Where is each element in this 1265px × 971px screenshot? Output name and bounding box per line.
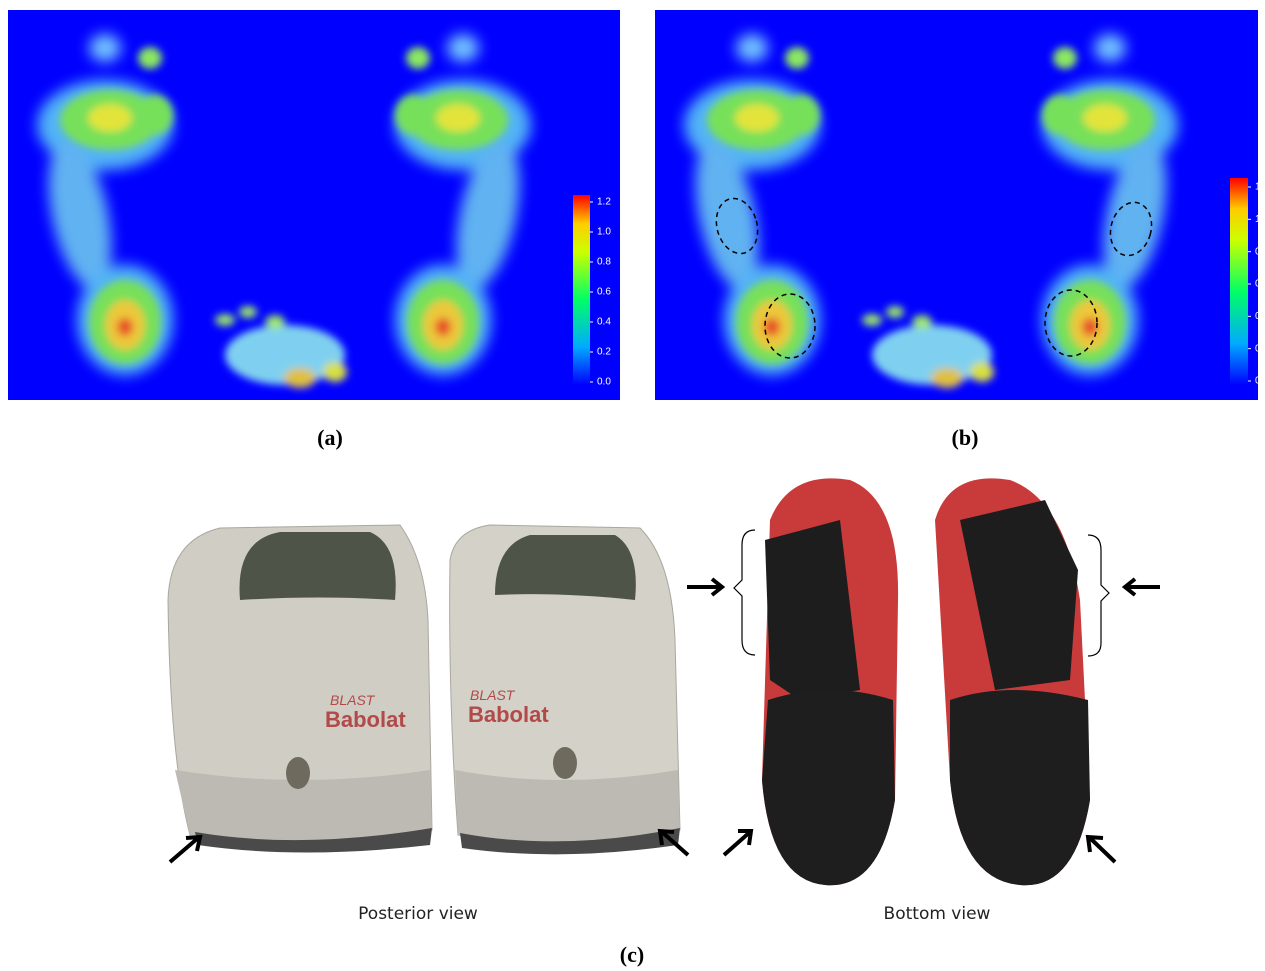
colorbar-label: 0.6	[1255, 279, 1265, 290]
colorbar	[573, 195, 590, 385]
view-label: Posterior view	[358, 904, 478, 924]
shoe-logo: BLAST	[330, 692, 376, 708]
colorbar-label: 1.2	[597, 197, 611, 208]
panel-a: 0.0 0.2 0.4 0.6 0.8 1.0 1.2	[8, 10, 620, 400]
colorbar-label: 0.4	[1255, 311, 1265, 322]
shoe-logo: Babolat	[325, 707, 406, 732]
brackets	[733, 529, 1110, 657]
panel-caption: (a)	[317, 425, 343, 450]
shoe-logo: Babolat	[468, 702, 549, 727]
colorbar-label: 0.2	[1255, 343, 1265, 354]
colorbar-label: 0.8	[1255, 246, 1265, 257]
panel-caption: (b)	[952, 425, 979, 450]
colorbar-label: 0.6	[597, 287, 611, 298]
bottom-photo	[762, 478, 1090, 886]
colorbar-label: 1.2	[1255, 182, 1265, 193]
highlight-circles	[715, 197, 1153, 359]
view-label: Bottom view	[884, 904, 991, 924]
colorbar-label: 0.8	[597, 257, 611, 268]
shoe-logo: BLAST	[470, 687, 516, 703]
arrows	[168, 577, 1160, 864]
colorbar-label: 0.4	[597, 317, 611, 328]
colorbar-label: 0.2	[597, 347, 611, 358]
colorbar-label: 1.0	[597, 227, 611, 238]
colorbar-label: 0.0	[597, 377, 611, 388]
colorbar	[1230, 178, 1248, 385]
posterior-photo: BLAST Babolat BLAST Babolat	[167, 524, 681, 855]
panel-caption: (c)	[620, 942, 644, 967]
colorbar-label: 0.0	[1255, 376, 1265, 387]
colorbar-label: 1.0	[1255, 214, 1265, 225]
panel-b: 0.0 0.2 0.4 0.6 0.8 1.0 1.2	[655, 10, 1265, 400]
